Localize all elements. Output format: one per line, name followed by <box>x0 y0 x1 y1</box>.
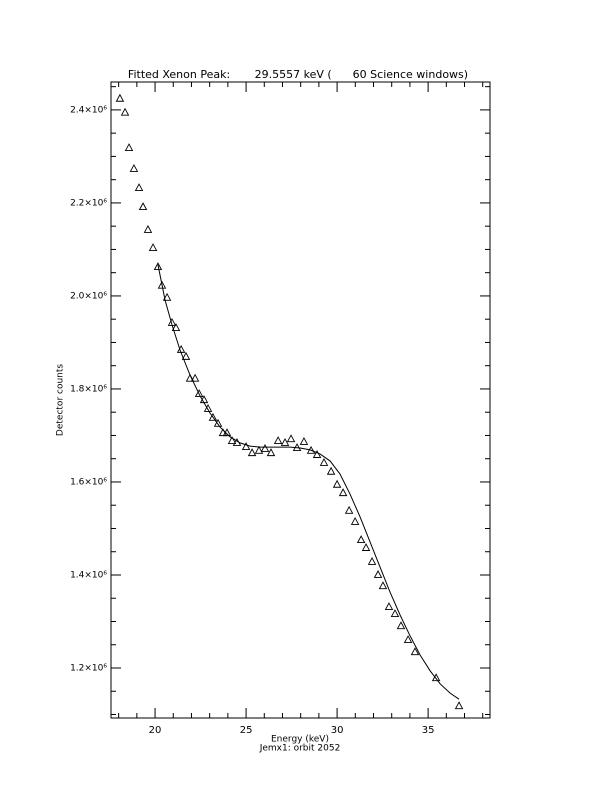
data-point <box>134 183 144 191</box>
data-point <box>350 517 360 525</box>
data-point <box>361 543 371 551</box>
plot-frame <box>110 81 491 719</box>
data-point <box>129 164 139 172</box>
x-tick-label: 20 <box>149 725 162 736</box>
data-point <box>396 621 406 630</box>
data-point <box>162 292 172 301</box>
data-point <box>367 557 377 565</box>
y-tick-label: 2.2×10⁶ <box>70 198 107 208</box>
y-tick-label: 1.2×10⁶ <box>70 664 107 674</box>
fit-line <box>157 264 460 700</box>
data-point <box>124 143 134 151</box>
data-point <box>384 602 394 611</box>
data-point <box>138 202 148 211</box>
data-point <box>190 373 200 382</box>
data-point <box>338 488 348 497</box>
data-point <box>241 442 251 451</box>
y-tick-label: 1.6×10⁶ <box>70 477 107 487</box>
chart-title: Fitted Xenon Peak: 29.5557 keV ( 60 Scie… <box>128 68 468 81</box>
data-point <box>312 450 322 458</box>
data-point <box>266 448 276 457</box>
data-point <box>148 243 158 251</box>
y-axis-label: Detector counts <box>56 364 66 436</box>
data-point <box>203 404 213 412</box>
data-point <box>194 389 204 398</box>
data-point <box>120 107 130 116</box>
data-point <box>115 93 125 102</box>
y-tick-label: 1.8×10⁶ <box>70 384 107 394</box>
data-point <box>273 436 283 444</box>
data-point <box>153 262 163 271</box>
data-point <box>390 609 400 618</box>
data-point <box>378 581 388 590</box>
data-point <box>171 323 181 331</box>
data-point <box>373 570 383 578</box>
data-point <box>286 434 296 443</box>
data-point <box>403 635 413 644</box>
data-point <box>260 444 270 452</box>
data-point <box>344 505 354 514</box>
x-tick-label: 30 <box>331 725 344 736</box>
data-point <box>213 418 223 427</box>
data-point <box>181 351 191 360</box>
data-point <box>332 479 342 488</box>
data-point <box>454 701 464 710</box>
data-point <box>326 466 336 475</box>
y-tick-label: 2.4×10⁶ <box>70 105 107 115</box>
data-point <box>410 647 420 656</box>
data-point <box>227 436 237 444</box>
data-point <box>280 437 290 446</box>
data-point <box>431 673 441 682</box>
x-tick-label: 25 <box>240 725 253 736</box>
data-point <box>319 457 329 466</box>
x-axis-label: Energy (keV) <box>271 735 329 745</box>
data-point <box>247 448 257 457</box>
x-tick-label: 35 <box>422 725 435 736</box>
y-tick-label: 2.0×10⁶ <box>70 291 107 301</box>
data-point <box>356 535 366 544</box>
data-point <box>143 224 153 233</box>
data-point <box>157 280 167 289</box>
y-tick-label: 1.4×10⁶ <box>70 570 107 580</box>
data-point <box>299 437 309 445</box>
subtitle: Jemx1: orbit 2052 <box>259 744 341 754</box>
data-point <box>208 412 218 421</box>
data-point <box>254 445 264 454</box>
